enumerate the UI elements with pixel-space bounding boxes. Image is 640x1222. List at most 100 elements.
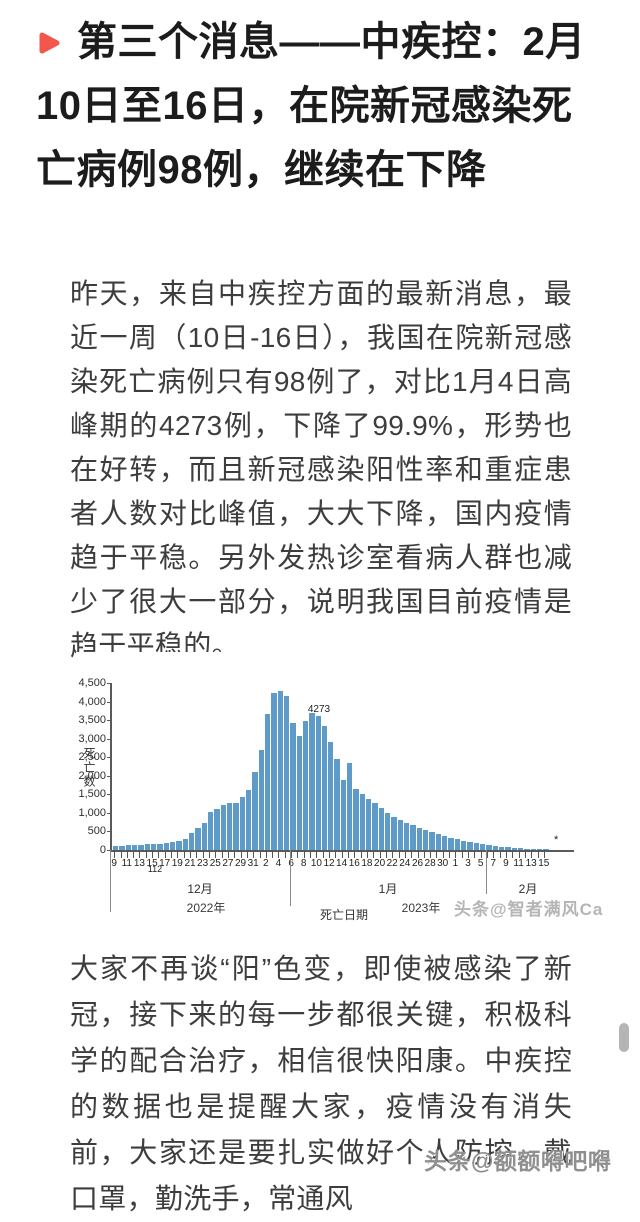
month-separator-line xyxy=(486,850,487,894)
x-tick-mark xyxy=(278,850,280,858)
bar xyxy=(220,804,226,850)
bar xyxy=(499,846,505,850)
x-tick-mark xyxy=(329,850,330,858)
x-tick-label: 21 xyxy=(184,858,196,869)
peak-value-label: 4273 xyxy=(307,704,331,715)
x-tick-mark xyxy=(202,850,204,858)
month-label-january: 1月 xyxy=(378,882,398,896)
x-tick-mark xyxy=(114,850,116,858)
x-tick-label: 11 xyxy=(513,858,524,869)
bar xyxy=(334,758,340,850)
bar xyxy=(448,837,454,850)
x-tick-mark xyxy=(398,850,400,858)
chart-watermark: 头条@智者满风Ca xyxy=(454,900,604,919)
bar xyxy=(492,845,499,850)
x-tick-mark xyxy=(505,850,507,858)
x-tick-label: 2 xyxy=(263,858,269,869)
x-tick-mark xyxy=(215,850,217,858)
x-tick-label: 8 xyxy=(300,858,307,869)
chart-plot-area: 4273 112 xyxy=(110,683,574,874)
scrollbar-thumb[interactable] xyxy=(619,1023,629,1052)
y-tick-label: 1,000 xyxy=(78,806,106,819)
x-tick-mark xyxy=(126,850,128,858)
bar xyxy=(391,816,397,850)
paragraph-2: 大家不再谈“阳”色变，即使被感染了新冠，接下来的每一步都很关键，积极科学的配合治… xyxy=(70,953,572,1214)
bar xyxy=(195,827,201,850)
bar xyxy=(144,844,150,850)
x-tick-label: 29 xyxy=(234,858,247,869)
x-tick-label: 6 xyxy=(288,858,294,869)
x-tick-mark xyxy=(449,850,451,858)
x-tick-mark xyxy=(493,850,495,858)
bar xyxy=(473,842,480,850)
x-tick-mark xyxy=(316,850,318,858)
bar xyxy=(309,712,315,850)
x-tick-mark xyxy=(348,850,349,858)
x-tick-mark xyxy=(322,850,324,858)
article-page: { "title": { "text": "第三个消息——中疾控：2月10日至1… xyxy=(36,10,629,1214)
bar xyxy=(176,841,182,850)
x-tick-mark xyxy=(512,850,514,858)
chart-y-axis-title: 死亡数 xyxy=(82,747,96,789)
year-label-2022: 2022年 xyxy=(186,901,226,915)
bar xyxy=(239,797,245,850)
x-tick-mark xyxy=(524,850,526,858)
bar xyxy=(296,736,302,850)
x-tick-label: 22 xyxy=(386,858,398,869)
bar xyxy=(536,849,543,850)
x-tick-label: 23 xyxy=(197,858,209,869)
x-tick-mark xyxy=(221,850,223,858)
bar xyxy=(435,834,442,850)
x-tick-label: 5 xyxy=(477,858,484,869)
x-tick-mark xyxy=(392,850,394,858)
x-tick-label: 9 xyxy=(111,858,117,869)
first-bar-value-label: 112 xyxy=(147,864,163,874)
y-tick-mark xyxy=(107,850,111,851)
x-tick-mark xyxy=(474,850,476,858)
x-tick-label: 14 xyxy=(336,858,348,869)
x-tick-mark xyxy=(537,850,539,858)
bar xyxy=(201,822,207,850)
x-tick-label: 25 xyxy=(209,858,221,869)
x-tick-mark xyxy=(158,850,160,858)
x-tick-mark xyxy=(531,850,533,858)
bar xyxy=(277,691,283,850)
x-tick-mark xyxy=(385,850,387,858)
x-tick-mark xyxy=(354,850,356,858)
x-tick-mark xyxy=(461,850,463,858)
bar xyxy=(461,840,467,850)
bar xyxy=(214,808,220,850)
x-tick-mark xyxy=(177,850,179,858)
x-tick-mark xyxy=(417,850,419,858)
x-tick-label: 30 xyxy=(437,858,449,869)
x-tick-label: 9 xyxy=(503,858,509,869)
x-tick-mark xyxy=(190,850,191,858)
y-tick-label: 500 xyxy=(87,825,106,838)
month-label-february: 2月 xyxy=(518,882,538,896)
x-tick-mark xyxy=(341,850,343,858)
x-tick-mark xyxy=(455,850,457,858)
bar xyxy=(271,693,277,850)
month-separator-line xyxy=(290,850,291,906)
x-tick-mark xyxy=(291,850,293,858)
bar xyxy=(530,848,536,850)
bar xyxy=(442,835,448,850)
x-tick-mark xyxy=(139,850,141,858)
y-tick-mark xyxy=(107,794,111,796)
bar xyxy=(404,822,410,850)
bar xyxy=(226,803,233,850)
bar xyxy=(252,772,258,850)
x-tick-mark xyxy=(543,850,545,858)
bar xyxy=(131,845,138,850)
bar xyxy=(290,723,296,850)
chart-x-axis-ticks: 9 11 13 15 17 19 21 23 25 27 29 31 2 4 6 8 10 12 14 16 18 20 2… xyxy=(111,850,573,880)
x-tick-mark xyxy=(196,850,198,858)
article-title: 第三个消息——中疾控：2月10日至16日，在院新冠感染死亡病例98例，继续在下降 xyxy=(36,10,612,202)
x-tick-label: 19 xyxy=(171,858,183,869)
bar xyxy=(264,713,271,850)
x-tick-mark xyxy=(152,850,154,858)
x-tick-mark xyxy=(272,850,274,858)
y-tick-mark xyxy=(107,775,111,777)
bar xyxy=(321,725,328,850)
x-tick-label: 20 xyxy=(374,858,386,869)
